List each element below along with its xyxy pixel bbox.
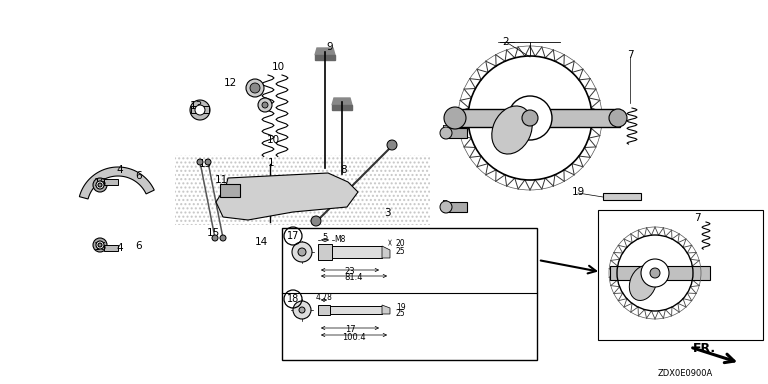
Bar [598, 210, 763, 340]
Bar [450, 109, 620, 127]
Bar [318, 305, 330, 315]
Text: 18: 18 [287, 294, 299, 304]
Circle shape [508, 96, 552, 140]
Circle shape [641, 259, 669, 287]
Text: 4: 4 [117, 165, 124, 175]
Circle shape [205, 159, 211, 165]
Text: 19: 19 [571, 187, 584, 197]
Bar [104, 179, 118, 185]
Text: 10: 10 [266, 135, 280, 145]
Text: 5: 5 [323, 232, 328, 242]
Ellipse shape [492, 106, 532, 154]
Text: 7: 7 [694, 213, 700, 223]
Text: 17: 17 [345, 324, 356, 333]
Circle shape [522, 110, 538, 126]
Polygon shape [315, 48, 335, 55]
Text: 8: 8 [341, 165, 347, 175]
Text: 20: 20 [395, 240, 405, 248]
Circle shape [212, 235, 218, 241]
Circle shape [440, 127, 452, 139]
Bar [332, 246, 382, 258]
Bar [443, 128, 467, 138]
Circle shape [93, 238, 107, 252]
Text: FR.: FR. [693, 342, 716, 355]
Text: 11: 11 [214, 175, 227, 185]
Bar [603, 193, 641, 200]
Bar [318, 244, 332, 260]
Circle shape [197, 159, 203, 165]
Circle shape [609, 109, 627, 127]
Circle shape [250, 83, 260, 93]
Text: 5: 5 [441, 200, 447, 210]
Text: 16: 16 [94, 242, 107, 252]
Polygon shape [216, 173, 358, 220]
Circle shape [292, 242, 312, 262]
Circle shape [98, 183, 102, 187]
Bar [104, 245, 118, 251]
Text: 25: 25 [396, 248, 406, 257]
Circle shape [293, 301, 311, 319]
Text: 100.4: 100.4 [343, 333, 366, 341]
Circle shape [299, 307, 305, 313]
Text: 14: 14 [254, 237, 267, 247]
Text: 12: 12 [223, 78, 237, 88]
Bar [610, 266, 710, 280]
Text: 9: 9 [326, 42, 333, 52]
Bar [220, 184, 240, 197]
Text: 4.78: 4.78 [316, 293, 333, 301]
Bar [443, 202, 467, 212]
Polygon shape [382, 305, 390, 314]
Text: 16: 16 [94, 178, 107, 188]
Text: 81.4: 81.4 [345, 273, 363, 283]
Text: 6: 6 [136, 171, 142, 181]
Text: ZDX0E0900A: ZDX0E0900A [657, 369, 713, 378]
Circle shape [311, 216, 321, 226]
Circle shape [96, 241, 104, 249]
Circle shape [262, 102, 268, 108]
Circle shape [195, 105, 205, 115]
Circle shape [444, 107, 466, 129]
Text: 10: 10 [271, 62, 285, 72]
Ellipse shape [629, 265, 657, 301]
Text: 3: 3 [384, 208, 390, 218]
Circle shape [440, 201, 452, 213]
Text: 1: 1 [268, 158, 274, 168]
Circle shape [220, 235, 226, 241]
Polygon shape [382, 246, 390, 258]
Text: 4: 4 [117, 243, 124, 253]
Text: 2: 2 [503, 37, 509, 47]
Text: 25: 25 [396, 308, 406, 318]
Polygon shape [315, 55, 335, 60]
Text: 5: 5 [441, 125, 447, 135]
Text: M8: M8 [334, 235, 346, 245]
Text: 15: 15 [198, 159, 212, 169]
Text: 15: 15 [207, 228, 220, 238]
Circle shape [387, 140, 397, 150]
Circle shape [650, 268, 660, 278]
Circle shape [96, 181, 104, 189]
Text: 7: 7 [627, 50, 634, 60]
Circle shape [98, 243, 102, 247]
Text: 23: 23 [345, 266, 356, 275]
Bar [282, 228, 537, 360]
Polygon shape [79, 167, 154, 199]
Text: 19: 19 [396, 303, 406, 313]
Circle shape [190, 100, 210, 120]
Circle shape [246, 79, 264, 97]
Polygon shape [332, 105, 352, 110]
Text: 17: 17 [286, 231, 300, 241]
Circle shape [298, 248, 306, 256]
Bar [330, 306, 382, 314]
Text: 3: 3 [386, 140, 393, 150]
Bar [191, 106, 209, 113]
Circle shape [258, 98, 272, 112]
Text: 6: 6 [136, 241, 142, 251]
Circle shape [93, 178, 107, 192]
Text: 13: 13 [190, 101, 203, 111]
Polygon shape [332, 98, 352, 105]
